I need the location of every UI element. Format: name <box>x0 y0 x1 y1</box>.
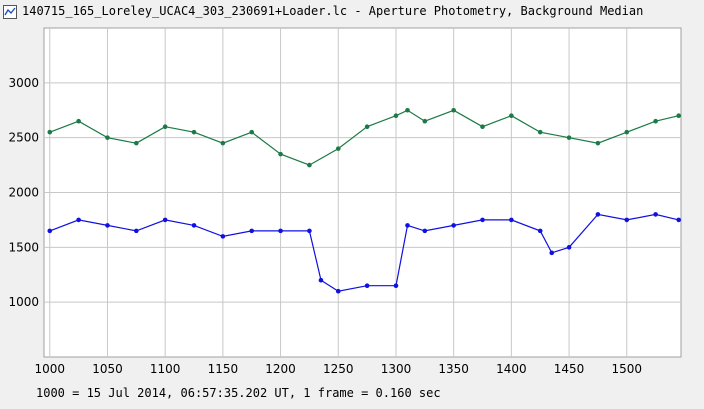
data-point <box>162 124 168 129</box>
y-tick-label: 3000 <box>8 76 39 90</box>
data-point <box>307 228 312 234</box>
data-point <box>509 217 514 223</box>
title-bar: 140715_165_Loreley_UCAC4_303_230691+Load… <box>0 0 704 24</box>
y-tick-label: 2000 <box>8 186 39 200</box>
data-point <box>105 135 110 140</box>
data-point <box>335 146 341 151</box>
x-tick-label: 1250 <box>323 362 354 376</box>
data-point <box>318 277 324 283</box>
x-tick-label: 1150 <box>208 362 239 376</box>
data-point <box>480 124 485 129</box>
y-tick-label: 1000 <box>8 295 39 309</box>
data-point <box>653 118 658 124</box>
data-point <box>47 129 53 135</box>
data-point <box>249 228 255 234</box>
data-point <box>249 129 255 135</box>
data-point <box>278 151 283 157</box>
data-point <box>566 245 572 250</box>
data-point <box>307 162 312 168</box>
x-tick-label: 1450 <box>554 362 585 376</box>
window-title: 140715_165_Loreley_UCAC4_303_230691+Load… <box>22 4 644 18</box>
light-curve-chart: 1000 1050 1100 1150 1200 1250 1300 1350 1400 1450… <box>8 27 682 376</box>
data-point <box>676 113 681 119</box>
data-point <box>364 124 370 129</box>
data-point <box>220 234 226 239</box>
data-point <box>653 212 658 217</box>
data-point <box>105 223 110 228</box>
data-point <box>549 250 555 256</box>
data-point <box>451 223 456 228</box>
data-point <box>364 283 370 289</box>
data-point <box>76 217 81 223</box>
x-tick-label: 1300 <box>381 362 412 376</box>
x-tick-label: 1400 <box>496 362 527 376</box>
data-point <box>537 228 543 234</box>
chart-icon <box>3 5 17 19</box>
data-point <box>509 113 514 119</box>
data-point <box>278 228 283 234</box>
data-point <box>191 223 197 228</box>
x-tick-label: 1200 <box>265 362 296 376</box>
x-tick-label: 1100 <box>150 362 181 376</box>
data-point <box>480 217 485 223</box>
time-reference-caption: 1000 = 15 Jul 2014, 06:57:35.202 UT, 1 f… <box>36 386 441 400</box>
data-point <box>405 107 410 113</box>
y-tick-label: 2500 <box>8 131 39 145</box>
data-point <box>134 140 139 146</box>
data-point <box>422 118 428 124</box>
x-tick-label: 1350 <box>438 362 469 376</box>
series-2 <box>47 212 681 294</box>
data-point <box>162 217 168 223</box>
data-point <box>191 129 197 135</box>
series-1 <box>47 107 681 168</box>
data-point <box>405 223 410 228</box>
data-point <box>393 113 399 119</box>
data-point <box>393 283 399 289</box>
grid <box>44 28 681 357</box>
x-tick-label: 1500 <box>611 362 642 376</box>
data-point <box>76 118 81 124</box>
y-tick-label: 1500 <box>8 240 39 254</box>
data-point <box>624 129 630 135</box>
data-point <box>47 228 53 234</box>
data-point <box>676 217 681 223</box>
data-point <box>134 228 139 234</box>
data-point <box>537 129 543 135</box>
data-point <box>451 107 456 113</box>
data-point <box>566 135 572 140</box>
data-point <box>422 228 428 234</box>
x-tick-label: 1050 <box>92 362 123 376</box>
axis-ticks: 1000 1050 1100 1150 1200 1250 1300 1350 1400 1450… <box>8 76 642 376</box>
series-layer <box>47 107 681 294</box>
series-line <box>49 213 679 292</box>
data-point <box>595 212 601 217</box>
data-point <box>335 288 341 294</box>
series-line <box>49 109 679 166</box>
x-tick-label: 1000 <box>34 362 65 376</box>
data-point <box>624 217 630 223</box>
data-point <box>595 140 601 146</box>
data-point <box>220 140 226 146</box>
